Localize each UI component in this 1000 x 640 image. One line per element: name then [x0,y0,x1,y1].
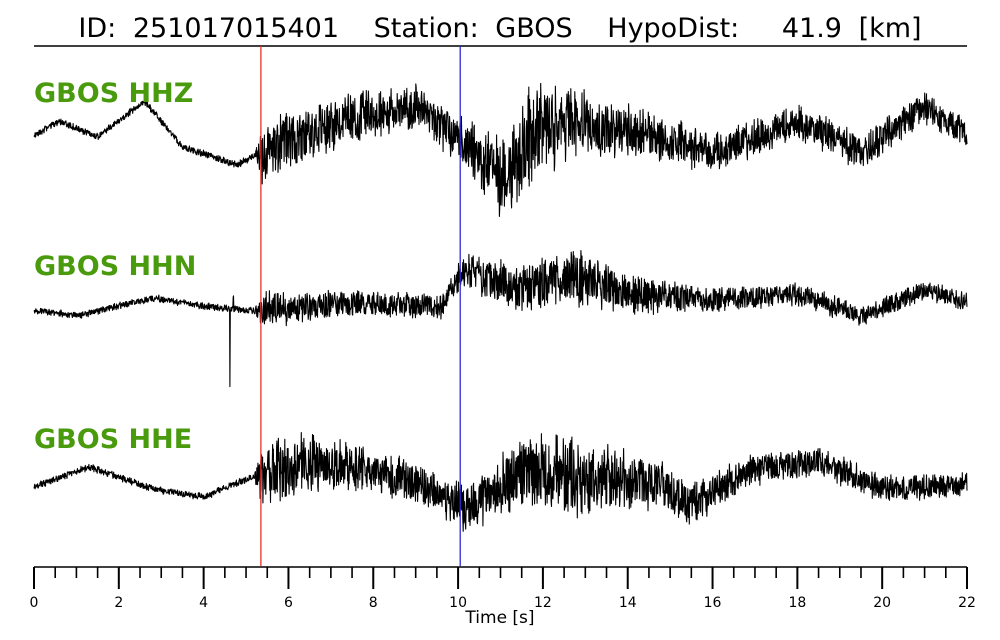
trace-group-hhe: GBOS HHE [33,424,968,532]
title-station-label: Station: [374,13,479,44]
waveform-hhe [33,432,968,532]
tick-label: 18 [788,595,806,611]
title-dist-unit: [km] [859,13,922,44]
trace-group-hhn: GBOS HHN [33,250,968,388]
tick-label: 22 [958,595,976,611]
tick-label: 0 [30,595,39,611]
trace-label-hhz: GBOS HHZ [34,78,193,109]
x-axis-label: Time [s] [464,608,534,628]
tick-label: 4 [199,595,208,611]
tick-label: 20 [873,595,891,611]
trace-group-hhz: GBOS HHZ [33,78,968,218]
trace-label-hhn: GBOS HHN [34,251,196,282]
time-axis: 0 2 4 6 8 10 12 14 16 18 20 22 Time [s] [30,566,976,628]
figure-title: ID: 251017015401 Station: GBOS HypoDist:… [78,13,921,44]
waveform-hhz [33,82,968,218]
traces: GBOS HHZ GBOS HHN GBOS HHE [33,78,968,532]
tick-label: 14 [619,595,637,611]
axis-ticks: 0 2 4 6 8 10 12 14 16 18 20 22 [30,567,976,611]
tick-label: 12 [534,595,552,611]
tick-label: 2 [114,595,123,611]
title-id-value: 251017015401 [133,13,339,44]
tick-label: 10 [449,595,467,611]
waveform-hhn [33,250,968,388]
tick-label: 6 [284,595,293,611]
title-station-value: GBOS [495,13,572,44]
tick-label: 8 [369,595,378,611]
title-id-label: ID: [78,13,116,44]
title-dist-label: HypoDist: [607,13,739,44]
title-dist-value: 41.9 [782,13,842,44]
tick-label: 16 [704,595,722,611]
trace-label-hhe: GBOS HHE [34,424,192,455]
